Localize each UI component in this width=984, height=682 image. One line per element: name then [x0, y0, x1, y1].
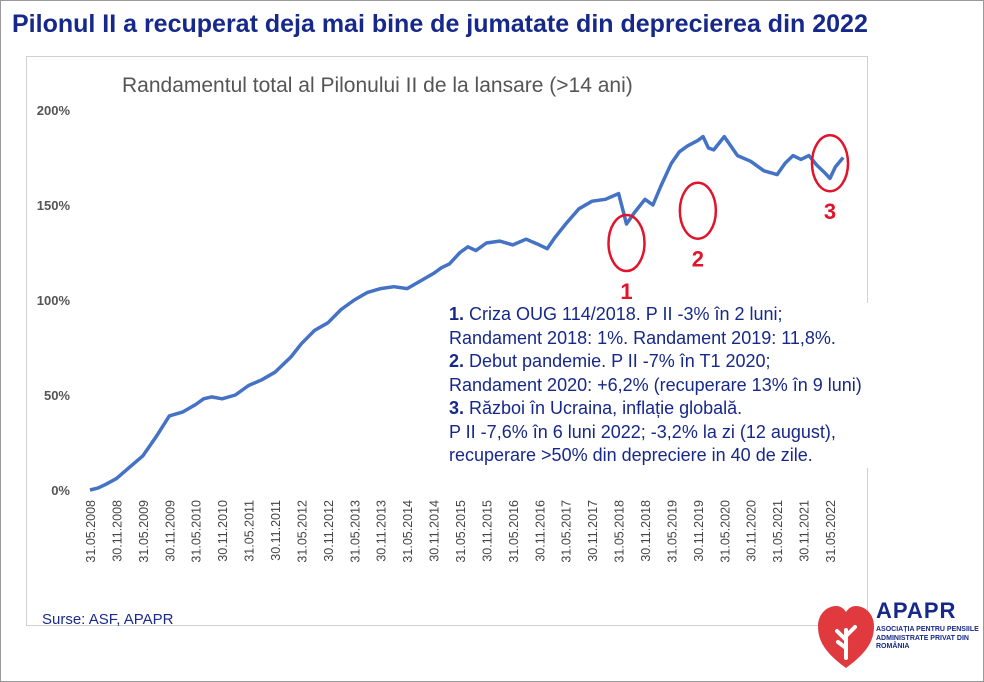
chart-title: Randamentul total al Pilonului II de la …	[122, 74, 633, 97]
x-tick-label: 31.05.2011	[243, 500, 257, 562]
x-tick-label: 31.05.2009	[137, 500, 151, 563]
x-tick-label: 30.11.2019	[692, 500, 706, 562]
y-tick-label: 50%	[44, 388, 70, 403]
logo-name: APAPR	[876, 598, 957, 623]
x-tick-label: 30.11.2009	[163, 500, 177, 562]
note-line: 2. Debut pandemie. P II -7% în T1 2020;	[449, 351, 771, 371]
annotation-box: 1. Criza OUG 114/2018. P II -3% în 2 lun…	[449, 303, 974, 468]
x-tick-label: 31.05.2020	[718, 500, 732, 563]
x-tick-label: 30.11.2013	[375, 500, 389, 562]
x-tick-label: 31.05.2022	[824, 500, 838, 563]
x-tick-label: 31.05.2017	[560, 500, 574, 563]
x-tick-label: 30.11.2010	[216, 500, 230, 562]
y-tick-label: 100%	[37, 293, 71, 308]
logo-subtitle: ASOCIAȚIA PENTRU PENSIILE ADMINISTRATE P…	[876, 626, 979, 650]
x-tick-label: 31.05.2015	[454, 500, 468, 563]
note-line: 3. Război în Ucraina, inflație globală.	[449, 398, 743, 418]
note-line: recuperare >50% din depreciere in 40 de …	[449, 445, 813, 465]
x-tick-label: 31.05.2019	[665, 500, 679, 563]
x-tick-label: 31.05.2008	[84, 500, 98, 563]
annotation-label: 1	[620, 279, 632, 304]
x-tick-label: 31.05.2012	[295, 500, 309, 563]
x-tick-label: 30.11.2015	[480, 500, 494, 562]
x-tick-label: 31.05.2018	[613, 500, 627, 563]
note-line: 1. Criza OUG 114/2018. P II -3% în 2 lun…	[449, 304, 783, 324]
x-tick-label: 31.05.2010	[190, 500, 204, 563]
x-tick-label: 30.11.2012	[322, 500, 336, 562]
x-tick-label: 31.05.2016	[507, 500, 521, 563]
x-tick-label: 30.11.2016	[533, 500, 547, 562]
annotation-circle	[678, 181, 718, 240]
x-tick-label: 31.05.2021	[771, 500, 785, 563]
x-tick-label: 30.11.2021	[798, 500, 812, 562]
x-tick-label: 30.11.2008	[110, 500, 124, 562]
x-tick-label: 30.11.2011	[269, 500, 283, 561]
page-title: Pilonul II a recuperat deja mai bine de …	[12, 10, 868, 38]
x-tick-label: 30.11.2018	[639, 500, 653, 562]
x-tick-label: 30.11.2020	[745, 500, 759, 562]
x-tick-label: 31.05.2013	[348, 500, 362, 563]
x-tick-label: 30.11.2017	[586, 500, 600, 562]
annotation-label: 2	[692, 247, 704, 272]
y-tick-label: 200%	[37, 103, 71, 118]
y-tick-label: 150%	[37, 198, 71, 213]
series-line	[89, 134, 845, 492]
annotation-circle	[810, 133, 850, 193]
apapr-logo-icon	[818, 606, 874, 668]
annotation-circle	[607, 213, 646, 273]
sources-note: Surse: ASF, APAPR	[42, 611, 174, 628]
x-tick-label: 30.11.2014	[428, 500, 442, 562]
y-tick-label: 0%	[51, 483, 70, 498]
x-tick-label: 31.05.2014	[401, 500, 415, 563]
note-line: Randament 2020: +6,2% (recuperare 13% în…	[449, 374, 862, 395]
annotation-label: 3	[824, 199, 836, 224]
note-line: P II -7,6% în 6 luni 2022; -3,2% la zi (…	[449, 421, 836, 442]
note-line: Randament 2018: 1%. Randament 2019: 11,8…	[449, 327, 836, 348]
